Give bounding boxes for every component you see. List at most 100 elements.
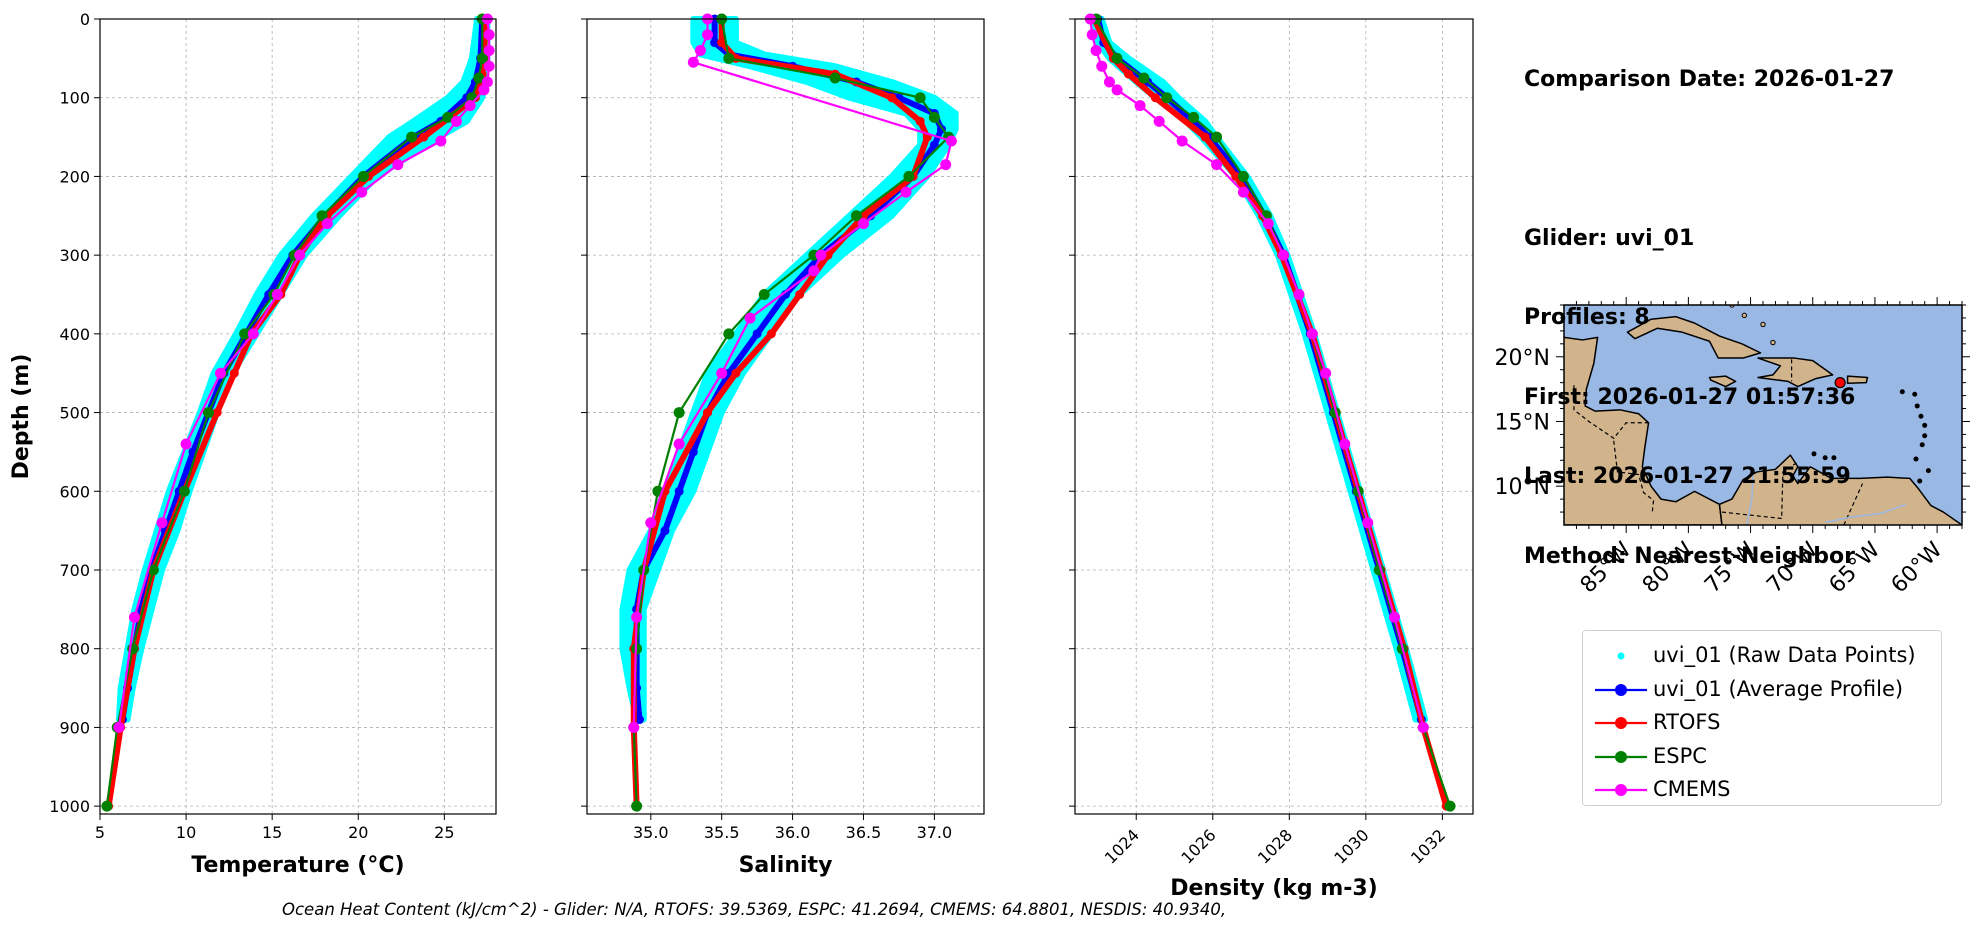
profile-count: Profiles: 8: [1524, 305, 1650, 330]
panel-1: 5 10 15 20 25 0 100 200 300 400 500 600 700 800 900 100…: [9, 10, 497, 878]
land-island: [1831, 455, 1837, 461]
land-island: [1741, 312, 1748, 319]
land-south-america: [1718, 454, 1962, 525]
data-point-espc: [147, 564, 159, 576]
land-island: [1899, 389, 1905, 395]
data-point-rtofs: [1200, 132, 1210, 142]
x-tick-label: 1024: [1101, 825, 1143, 867]
data-point-cmems: [702, 29, 714, 41]
data-point-cmems: [694, 44, 706, 56]
method: Method: Nearest-Neighbor: [1524, 543, 1855, 569]
land-island: [1922, 433, 1928, 439]
axes-frame: [1074, 18, 1474, 815]
data-point-espc: [928, 111, 940, 123]
map-lat-label: 20°N: [1495, 346, 1550, 371]
data-point-espc: [202, 407, 214, 419]
legend: uvi_01 (Raw Data Points) uvi_01 (Average …: [1582, 630, 1942, 806]
data-point-cmems: [857, 218, 869, 230]
data-point-espc: [723, 328, 735, 340]
raw-data-points: [115, 16, 491, 723]
legend-swatch-average: [1595, 683, 1647, 696]
x-tick-label: 5: [95, 823, 105, 842]
land-island: [1913, 456, 1919, 462]
data-point-cmems: [1086, 29, 1098, 41]
series-line-average: [1095, 18, 1425, 721]
data-point-espc: [631, 800, 643, 812]
land-island: [1917, 478, 1923, 484]
border-line: [1613, 440, 1655, 513]
data-point-average: [929, 140, 939, 150]
series-line-cmems: [632, 19, 953, 728]
data-point-rtofs: [1231, 171, 1241, 181]
map-lat-label: 10°N: [1495, 475, 1550, 500]
first-time: First: 2026-01-27 01:57:36: [1524, 384, 1856, 410]
data-point-espc: [1237, 170, 1249, 182]
legend-item-average: uvi_01 (Average Profile): [1583, 673, 1941, 707]
map-land: [1564, 305, 1962, 525]
data-point-cmems: [628, 721, 640, 733]
data-point-rtofs: [419, 132, 429, 142]
data-point-cmems: [356, 186, 368, 198]
data-point-cmems: [1111, 84, 1123, 96]
series-markers-cmems: [1084, 13, 1429, 733]
data-point-rtofs: [731, 368, 741, 378]
data-point-average: [674, 486, 684, 496]
land-island: [1811, 451, 1817, 457]
comparison-date: Comparison Date: 2026-01-27: [1524, 67, 1895, 92]
x-tick-label: 36.0: [775, 823, 811, 842]
legend-item-raw: uvi_01 (Raw Data Points): [1583, 639, 1941, 673]
river: [1746, 473, 1754, 525]
y-tick-label: 700: [59, 561, 90, 580]
data-point-espc: [476, 52, 488, 64]
data-point-cmems: [128, 611, 140, 623]
river: [1825, 503, 1907, 524]
comparison-info: Comparison Date: 2026-01-27 Glider: uvi_…: [1524, 14, 1894, 597]
y-tick-label: 100: [59, 89, 90, 108]
y-tick-label: 300: [59, 246, 90, 265]
data-point-cmems: [247, 328, 259, 340]
legend-label: uvi_01 (Average Profile): [1653, 676, 1904, 701]
legend-label: ESPC: [1653, 743, 1707, 768]
series-markers-espc: [1090, 13, 1456, 812]
data-point-rtofs: [887, 93, 897, 103]
data-point-espc: [850, 210, 862, 222]
legend-label: RTOFS: [1653, 710, 1721, 734]
data-point-cmems: [1278, 249, 1290, 261]
data-point-cmems: [1306, 328, 1318, 340]
data-point-cmems: [744, 312, 756, 324]
y-tick-label: 900: [59, 718, 90, 737]
land-hispaniola: [1757, 357, 1834, 388]
x-tick-label: 36.5: [846, 823, 882, 842]
data-point-cmems: [716, 367, 728, 379]
data-point-cmems: [1211, 159, 1223, 171]
land-jamaica: [1708, 375, 1737, 388]
legend-label: uvi_01 (Raw Data Points): [1653, 643, 1916, 667]
legend-item-rtofs: RTOFS: [1583, 706, 1941, 740]
data-point-espc: [1161, 92, 1173, 104]
y-axis-label: Depth (m): [9, 354, 34, 480]
data-point-cmems: [1176, 135, 1188, 147]
y-tick-label: 500: [59, 404, 90, 423]
data-point-cmems: [1103, 76, 1115, 88]
x-tick-label: 1030: [1330, 825, 1372, 867]
data-point-cmems: [450, 115, 462, 127]
data-point-cmems: [945, 135, 957, 147]
map-lat-label: 15°N: [1495, 410, 1550, 435]
y-tick-label: 1000: [49, 797, 90, 816]
panel-3: 1024 1026 1028 1030 1032 Density (kg m-3): [1069, 13, 1474, 901]
y-tick-label: 400: [59, 325, 90, 344]
data-point-espc: [101, 800, 113, 812]
data-point-espc: [673, 407, 685, 419]
data-point-cmems: [483, 44, 495, 56]
x-tick-label: 15: [262, 823, 282, 842]
y-tick-label: 800: [59, 640, 90, 659]
data-point-cmems: [464, 100, 476, 112]
x-tick-label: 1028: [1254, 825, 1296, 867]
data-point-cmems: [392, 159, 404, 171]
data-point-cmems: [1090, 44, 1102, 56]
land-island: [1822, 455, 1828, 461]
land-island: [1914, 403, 1920, 409]
y-tick-label: 600: [59, 482, 90, 501]
data-point-rtofs: [1124, 69, 1134, 79]
land-island: [1918, 413, 1924, 419]
